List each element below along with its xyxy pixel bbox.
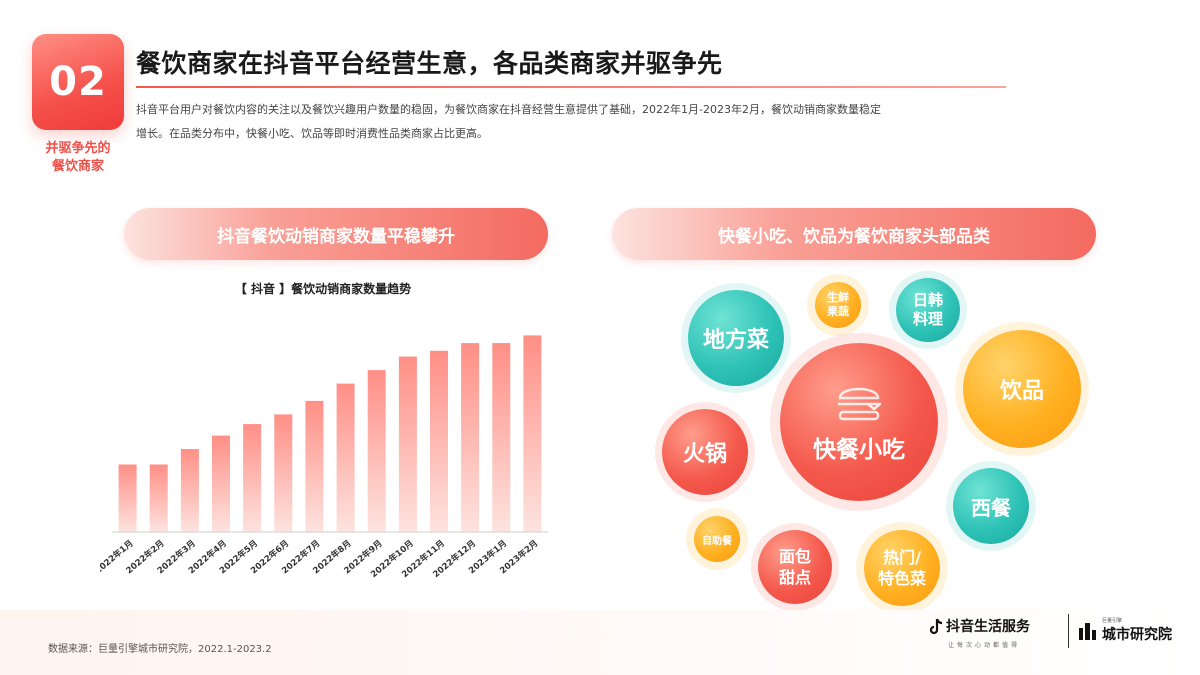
- bubble-buffet-label: 自助餐: [702, 535, 732, 547]
- bar-1: [118, 464, 137, 532]
- bar-11: [430, 350, 448, 532]
- brand-ocean-engine: 巨量引擎: [1102, 618, 1123, 624]
- burger-icon: [838, 387, 882, 421]
- intro-text: 抖音平台用户对餐饮内容的关注以及餐饮兴趣用户数量的稳固，为餐饮商家在抖音经营生意…: [136, 98, 1016, 146]
- bar-14: [523, 335, 542, 532]
- bubble-fast-food-label: 快餐小吃: [813, 437, 905, 463]
- section-number: 02: [49, 59, 107, 105]
- bubble-drinks: 饮品: [963, 330, 1081, 448]
- right-section-heading: 快餐小吃、饮品为餐饮商家头部品类: [612, 208, 1096, 260]
- brand-city-research-institute: 城市研究院: [1102, 627, 1172, 643]
- bubble-bakery-line2: 甜点: [778, 568, 811, 587]
- bubble-hotpot-label: 火锅: [682, 442, 727, 467]
- intro-line-2: 增长。在品类分布中，快餐小吃、饮品等即时消费性品类商家占比更高。: [136, 127, 488, 140]
- bubble-special-dishes: 热门/ 特色菜: [864, 530, 940, 606]
- bubble-fresh-produce-line1: 生鲜: [827, 291, 849, 304]
- footer-band: [0, 610, 1200, 675]
- bubble-local-cuisine: 地方菜: [688, 290, 784, 386]
- bubble-fast-food: 快餐小吃: [780, 343, 938, 501]
- brand-divider: [1068, 614, 1069, 648]
- section-tag-line2: 餐饮商家: [51, 159, 104, 174]
- bubble-local-cuisine-label: 地方菜: [702, 328, 769, 353]
- bar-10: [398, 356, 417, 532]
- bar-13: [492, 343, 511, 532]
- bubble-western-label: 西餐: [971, 495, 1011, 520]
- bar-chart: 2022年1月2022年2月2022年3月2022年4月2022年5月2022年…: [100, 335, 548, 580]
- bubble-bakery: 面包 甜点: [758, 530, 832, 604]
- bubble-drinks-label: 饮品: [999, 379, 1044, 404]
- bubble-fresh-produce: 生鲜 果蔬: [815, 282, 861, 328]
- bubble-special-dishes-line1: 热门/: [883, 548, 921, 567]
- douyin-note-icon: [930, 618, 943, 635]
- bar-6: [274, 414, 293, 532]
- chart-title: 【 抖音 】餐饮动销商家数量趋势: [234, 282, 412, 296]
- title-underline: [136, 86, 1006, 88]
- bubble-special-dishes-line2: 特色菜: [877, 569, 926, 588]
- bubble-hotpot: 火锅: [662, 409, 748, 495]
- left-section-heading: 抖音餐饮动销商家数量平稳攀升: [124, 208, 548, 260]
- bar-7: [305, 400, 324, 532]
- bubble-japanese-korean: 日韩 料理: [896, 278, 960, 342]
- data-source: 数据来源：巨量引擎城市研究院，2022.1-2023.2: [48, 644, 272, 655]
- bubble-buffet: 自助餐: [694, 516, 740, 562]
- bar-9: [367, 370, 386, 532]
- bar-5: [243, 424, 262, 532]
- section-tag-line1: 并驱争先的: [45, 141, 111, 156]
- bubble-japanese-korean-line1: 日韩: [912, 291, 943, 309]
- section-number-badge: 02: [32, 34, 124, 130]
- bar-4: [212, 435, 230, 532]
- page-title: 餐饮商家在抖音平台经营生意，各品类商家并驱争先: [136, 49, 723, 78]
- bubble-japanese-korean-line2: 料理: [912, 310, 943, 328]
- bar-2: [149, 464, 168, 532]
- intro-line-1: 抖音平台用户对餐饮内容的关注以及餐饮兴趣用户数量的稳固，为餐饮商家在抖音经营生意…: [136, 103, 881, 116]
- section-tag: 并驱争先的 餐饮商家: [30, 140, 126, 176]
- city-buildings-icon: [1079, 623, 1096, 640]
- bar-3: [180, 449, 199, 532]
- bar-12: [461, 343, 480, 532]
- bubble-fresh-produce-line2: 果蔬: [827, 305, 849, 318]
- brand-douyin-slogan: 让每次心动都值得: [948, 642, 1021, 649]
- bubble-western: 西餐: [953, 468, 1029, 544]
- brand-douyin-life-service: 抖音生活服务: [946, 619, 1030, 635]
- bubble-bakery-line1: 面包: [778, 547, 811, 566]
- bar-8: [336, 383, 355, 532]
